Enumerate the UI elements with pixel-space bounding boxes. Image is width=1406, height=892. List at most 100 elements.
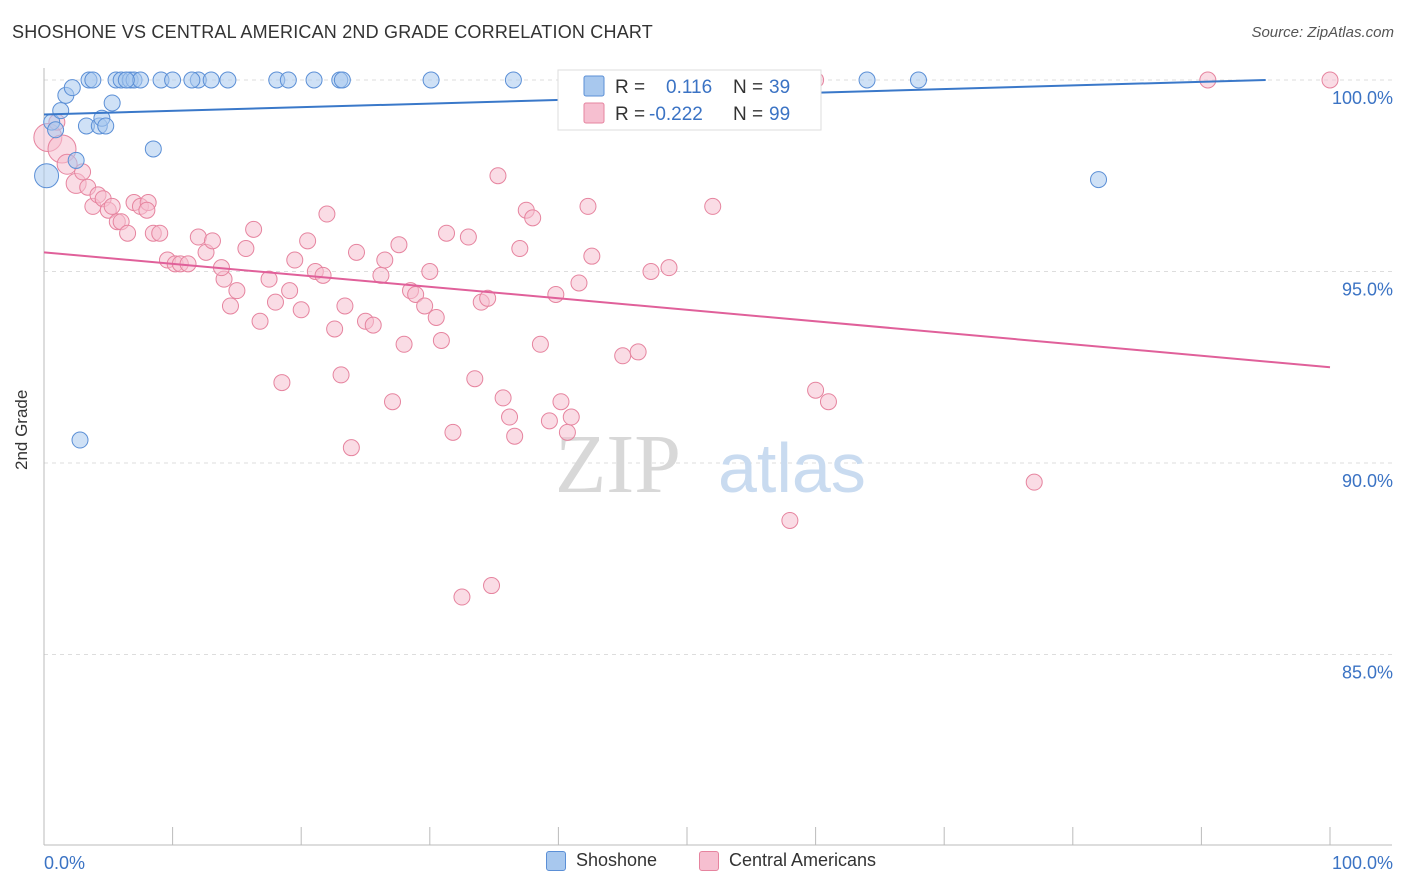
legend-r-value-2: -0.222 (649, 104, 703, 125)
central-americans-point-78 (558, 423, 576, 441)
shoshone-point-3 (52, 102, 70, 120)
legend-label-shoshone: Shoshone (576, 850, 658, 870)
shoshone-point-2 (47, 121, 65, 139)
central-americans-point-83 (614, 347, 632, 365)
central-americans-point-95 (1199, 71, 1217, 89)
central-americans-point-49 (364, 316, 382, 334)
central-americans-point-46 (342, 439, 360, 457)
legend-r-value-1: 0.116 (666, 77, 712, 98)
legend-n-label-2: N = (733, 104, 763, 125)
central-americans-point-32 (251, 312, 269, 330)
central-americans-point-93 (1025, 473, 1043, 491)
source-label: Source: ZipAtlas.com (1251, 24, 1394, 41)
central-americans-point-30 (237, 240, 255, 258)
legend-n-label-1: N = (733, 77, 763, 98)
central-americans-point-66 (479, 289, 497, 307)
central-americans-point-81 (579, 197, 597, 215)
central-americans-point-44 (332, 366, 350, 384)
central-americans-point-86 (660, 259, 678, 277)
shoshone-point-36 (183, 71, 201, 89)
central-americans-point-90 (453, 588, 471, 606)
central-americans-point-42 (318, 205, 336, 223)
x-tick-label-1: 100.0% (1332, 853, 1393, 873)
shoshone-point-35 (1090, 171, 1108, 189)
central-americans-trend-line (43, 251, 1331, 369)
central-americans-point-26 (203, 232, 221, 250)
central-americans-point-24 (189, 228, 207, 246)
central-americans-point-53 (390, 236, 408, 254)
central-americans-point-59 (427, 308, 445, 326)
central-americans-point-52 (384, 393, 402, 411)
central-americans-point-51 (376, 251, 394, 269)
gridlines (44, 79, 1392, 655)
legend-r-label-1: R = (615, 77, 645, 98)
legend-swatch-central-americans (583, 102, 605, 124)
central-americans-point-92 (781, 511, 799, 529)
central-americans-point-43 (326, 320, 344, 338)
central-americans-point-63 (459, 228, 477, 246)
shoshone-point-5 (63, 79, 81, 97)
central-americans-swatch (699, 850, 719, 871)
watermark: ZIP atlas (555, 418, 866, 511)
shoshone-point-6 (67, 151, 85, 169)
legend-item-central-americans[interactable]: Central Americans (699, 850, 876, 871)
bottom-legend: Shoshone Central Americans (0, 850, 1406, 878)
central-americans-point-70 (506, 427, 524, 445)
central-americans-point-28 (221, 297, 239, 315)
shoshone-point-27 (305, 71, 323, 89)
shoshone-point-33 (858, 71, 876, 89)
shoshone-point-26 (279, 71, 297, 89)
shoshone-point-10 (84, 71, 102, 89)
central-americans-point-39 (299, 232, 317, 250)
central-americans-point-97 (138, 201, 156, 219)
legend-n-value-2: 99 (769, 104, 790, 125)
central-americans-point-14 (119, 224, 137, 242)
shoshone-point-37 (202, 71, 220, 89)
x-tick-label-0: 0.0% (44, 853, 85, 873)
central-americans-point-41 (314, 266, 332, 284)
shoshone-point-34 (909, 71, 927, 89)
shoshone-swatch (546, 850, 566, 871)
central-americans-point-60 (432, 331, 450, 349)
central-americans-point-68 (494, 389, 512, 407)
central-americans-point-75 (540, 412, 558, 430)
chart-title: SHOSHONE VS CENTRAL AMERICAN 2ND GRADE C… (12, 22, 653, 42)
central-americans-point-91 (483, 577, 501, 595)
central-americans-point-61 (438, 224, 456, 242)
central-americans-point-38 (292, 301, 310, 319)
central-americans-point-96 (1321, 71, 1339, 89)
shoshone-point-19 (131, 71, 149, 89)
shoshone-point-30 (422, 71, 440, 89)
legend-r-label-2: R = (615, 104, 645, 125)
central-americans-points (33, 71, 1339, 606)
central-americans-point-71 (511, 240, 529, 258)
legend-item-shoshone[interactable]: Shoshone (546, 850, 657, 871)
shoshone-point-38 (117, 71, 135, 89)
central-americans-point-84 (629, 343, 647, 361)
y-tick-label-1: 95.0% (1342, 280, 1393, 300)
central-americans-point-82 (583, 247, 601, 265)
y-tick-label-0: 100.0% (1332, 88, 1393, 108)
central-americans-point-29 (228, 282, 246, 300)
central-americans-point-85 (642, 263, 660, 280)
tick-labels: 100.0% 95.0% 90.0% 85.0% 0.0% 100.0% (44, 88, 1393, 873)
central-americans-point-64 (466, 370, 484, 388)
shoshone-point-20 (144, 140, 162, 158)
watermark-atlas: atlas (718, 429, 866, 507)
central-americans-point-50 (372, 266, 390, 284)
shoshone-point-13 (97, 117, 115, 135)
watermark-zip: ZIP (555, 418, 681, 511)
shoshone-point-24 (219, 71, 237, 89)
central-americans-point-57 (416, 297, 434, 315)
central-americans-point-35 (273, 374, 291, 392)
central-americans-point-77 (552, 393, 570, 411)
legend-label-central-americans: Central Americans (729, 850, 877, 870)
central-americans-point-76 (547, 285, 565, 303)
central-americans-point-37 (286, 251, 304, 269)
central-americans-point-74 (531, 335, 549, 353)
axes (43, 68, 1392, 846)
central-americans-point-87 (704, 197, 722, 215)
shoshone-point-31 (504, 71, 522, 89)
central-americans-point-73 (524, 209, 542, 227)
central-americans-point-58 (421, 263, 439, 280)
